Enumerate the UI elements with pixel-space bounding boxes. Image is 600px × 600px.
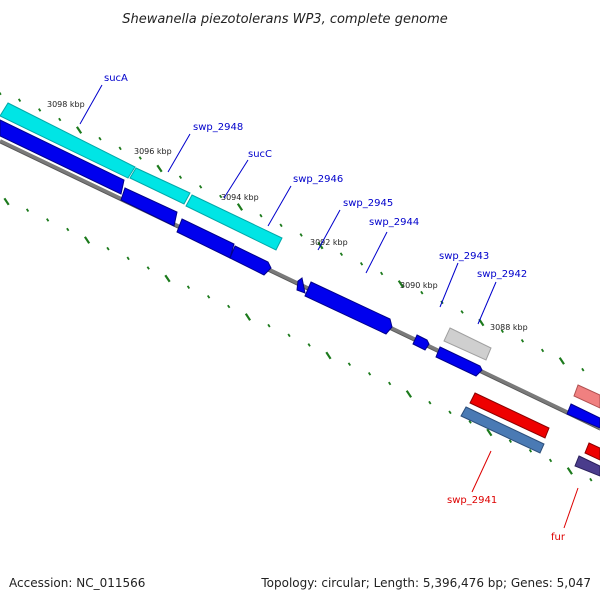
outer-tick-ring <box>0 91 585 372</box>
gene-swp-2948[interactable] <box>120 187 178 227</box>
gene-label-suca: sucA <box>104 73 128 84</box>
gene-label-swp-2942: swp_2942 <box>477 269 527 280</box>
inner-ring-tick <box>566 467 573 475</box>
inner-ring-tick <box>244 313 252 321</box>
outer-ring-tick <box>380 271 384 276</box>
inner-ring-tick <box>589 477 593 482</box>
gene-fur[interactable] <box>584 442 600 461</box>
scale-label-3098: 3098 kbp <box>47 100 85 109</box>
outer-ring-tick <box>397 280 405 288</box>
outer-ring-tick <box>500 329 504 333</box>
outer-ring-tick <box>520 339 525 343</box>
inner-ring-tick <box>146 266 150 270</box>
gene-label-swp-2944: swp_2944 <box>369 217 419 228</box>
gene-swp-2941[interactable] <box>469 392 550 439</box>
gene-suca[interactable] <box>0 119 125 195</box>
inner-ring-tick <box>46 218 50 222</box>
outer-ring-tick <box>339 252 344 257</box>
inner-ring-tick <box>227 304 231 309</box>
outer-ring-tick <box>38 108 42 112</box>
gene-label-swp-2943: swp_2943 <box>439 251 489 262</box>
outer-ring-tick <box>58 117 62 122</box>
inner-ring-tick <box>186 285 191 289</box>
outer-ring-tick <box>219 194 223 199</box>
inner-ring-tick <box>3 197 10 206</box>
outer-ring-tick <box>118 146 122 151</box>
inner-ring-tick <box>428 400 432 405</box>
inner-ring-tick <box>486 428 493 437</box>
gene-swp-2946[interactable] <box>229 245 272 276</box>
inner-ring-tick <box>528 449 533 453</box>
outer-ring-tick <box>138 156 142 160</box>
gene-right-edge-salmon[interactable] <box>573 384 600 409</box>
gene-swp-2944[interactable] <box>304 281 393 335</box>
outer-ring-tick <box>17 98 22 102</box>
label-leaders <box>79 84 579 529</box>
scale-label-3096: 3096 kbp <box>134 147 172 156</box>
inner-ring-tick <box>164 274 171 283</box>
inner-ring-tick <box>367 372 372 376</box>
inner-ring-tick <box>307 343 311 347</box>
gene-label-swp-2945: swp_2945 <box>343 198 393 209</box>
outer-ring-tick <box>540 348 545 353</box>
inner-ring-tick <box>126 256 130 261</box>
inner-tick-ring <box>3 197 593 482</box>
inner-ring-tick <box>508 439 512 443</box>
outer-ring-tick <box>581 367 585 372</box>
outer-ring-tick <box>359 262 364 266</box>
inner-ring-tick <box>388 381 392 386</box>
scale-label-3094: 3094 kbp <box>221 193 259 202</box>
gene-label-swp-2946: swp_2946 <box>293 174 343 185</box>
inner-ring-tick <box>325 351 332 360</box>
inner-ring-tick <box>206 294 211 299</box>
inner-ring-tick <box>468 420 472 424</box>
inner-ring-tick <box>66 227 70 232</box>
gene-swp-2945[interactable] <box>296 277 306 294</box>
inner-ring-tick <box>25 208 30 212</box>
outer-ring-tick <box>558 357 565 365</box>
inner-ring-tick <box>83 236 91 244</box>
accession-text: Accession: NC_011566 <box>9 576 145 590</box>
gene-label-fur: fur <box>551 532 566 543</box>
outer-ring-tick <box>0 91 2 96</box>
cds-block-swp-2943[interactable] <box>443 327 492 361</box>
outer-ring-tick <box>279 223 283 228</box>
outer-ring-tick <box>156 164 163 173</box>
cds-block-succ[interactable] <box>185 194 283 251</box>
scale-label-3090: 3090 kbp <box>400 281 438 290</box>
scale-label-3092: 3092 kbp <box>310 238 348 247</box>
topology-text: Topology: circular; Length: 5,396,476 bp… <box>260 576 591 590</box>
outer-ring-tick <box>259 213 263 218</box>
inner-ring-tick <box>287 333 291 338</box>
map-title: Shewanella piezotolerans WP3, complete g… <box>122 12 448 27</box>
outer-ring-tick <box>198 184 203 189</box>
gene-right-edge-1[interactable] <box>566 403 600 429</box>
inner-ring-tick <box>267 323 271 328</box>
cds-block-swp-2948[interactable] <box>129 167 191 205</box>
gene-label-succ: sucC <box>248 149 272 160</box>
inner-ring-tick <box>347 362 352 367</box>
outer-ring-tick <box>178 175 183 179</box>
outer-ring-tick <box>299 233 303 237</box>
inner-ring-tick <box>448 410 452 415</box>
gene-swp-2941-lower[interactable] <box>460 406 545 454</box>
outer-ring-tick <box>460 310 464 314</box>
gene-right-edge-purple[interactable] <box>574 455 600 477</box>
inner-ring-tick <box>106 246 110 251</box>
inner-ring-tick <box>405 390 413 398</box>
gene-swp-2943[interactable] <box>412 334 430 351</box>
scale-label-3088: 3088 kbp <box>490 323 528 332</box>
outer-ring-tick <box>420 290 424 295</box>
inner-ring-tick <box>548 458 553 463</box>
gene-label-swp-2948: swp_2948 <box>193 122 243 133</box>
outer-ring-tick <box>236 203 244 211</box>
gene-swp-2942[interactable] <box>435 346 483 377</box>
outer-ring-tick <box>98 136 102 141</box>
outer-ring-tick <box>75 126 83 134</box>
cds-block-suca[interactable] <box>0 102 136 179</box>
gene-label-swp-2941: swp_2941 <box>447 495 497 506</box>
